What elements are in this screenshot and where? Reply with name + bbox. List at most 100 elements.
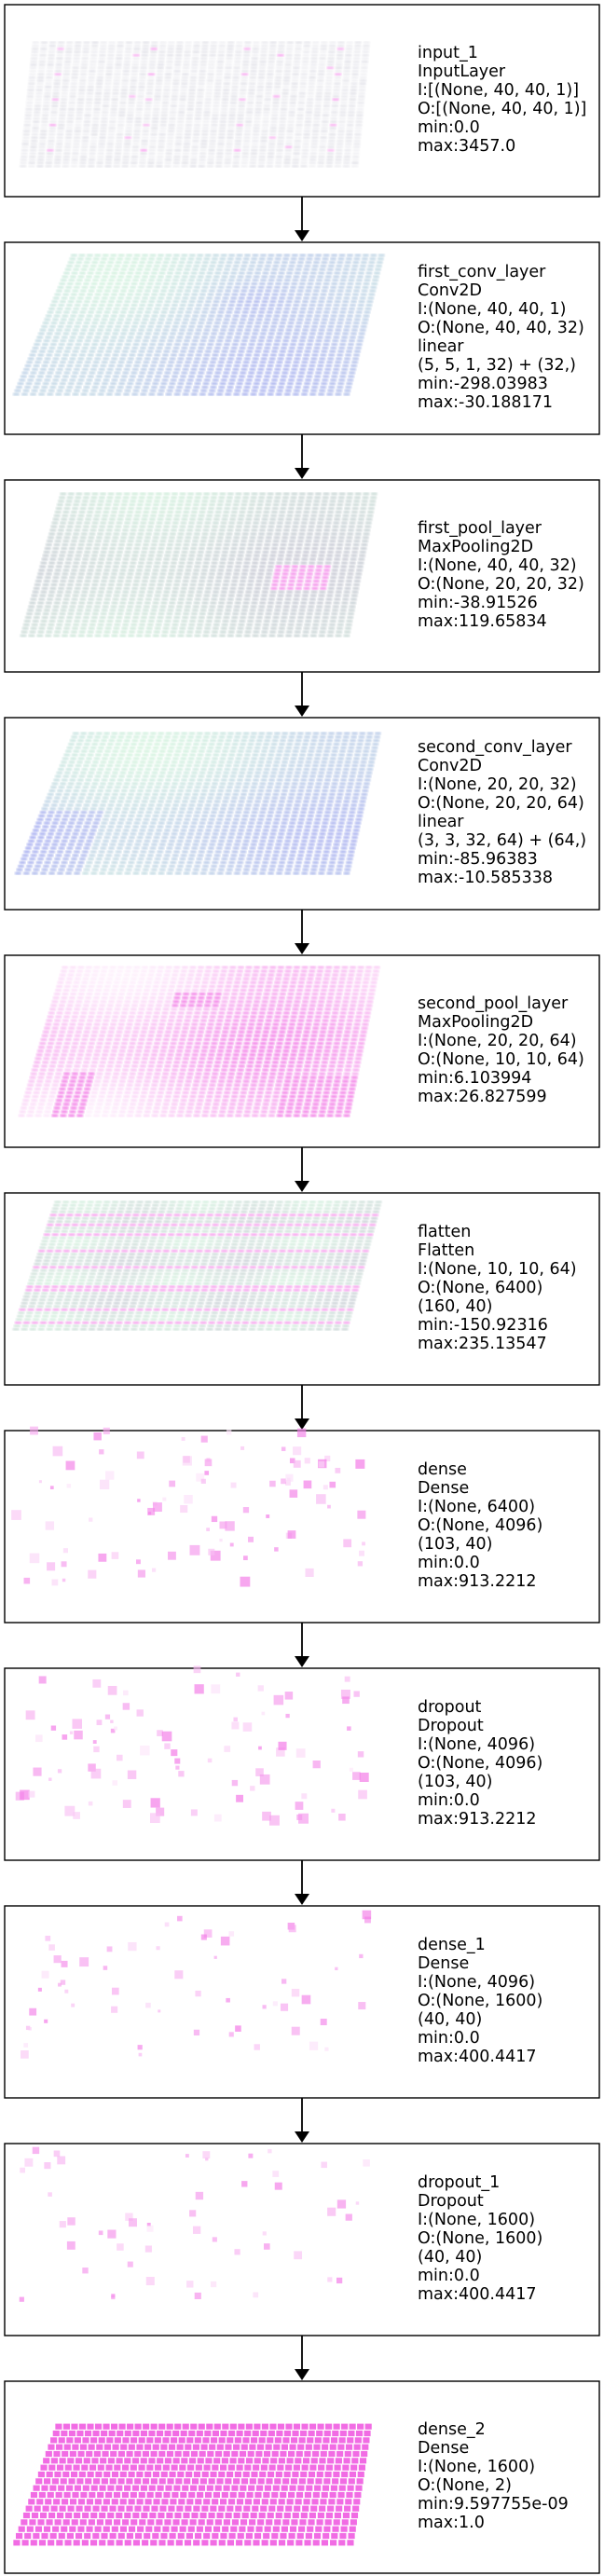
pool1-cell xyxy=(306,536,313,540)
pool1-cell xyxy=(177,601,184,605)
pool1-cell xyxy=(194,634,201,637)
input-cell xyxy=(249,161,256,165)
pool1-cell xyxy=(48,619,56,623)
pool1-cell xyxy=(52,517,60,521)
pool1-cell xyxy=(350,594,358,597)
input-cell xyxy=(328,50,336,54)
conv1-cell xyxy=(344,293,351,296)
input-cell xyxy=(302,57,309,61)
input-cell xyxy=(251,63,258,66)
input-cell xyxy=(20,158,27,161)
conv1-cell xyxy=(235,257,242,261)
input-cell xyxy=(228,114,236,117)
layer-detail: O:[(None, 40, 40, 1)] xyxy=(418,100,586,118)
input-cell xyxy=(29,69,36,73)
conv1-cell xyxy=(213,375,220,378)
conv1-cell xyxy=(218,307,226,310)
conv2-cell xyxy=(218,735,226,739)
conv1-cell xyxy=(75,282,82,285)
conv1-cell xyxy=(160,267,167,271)
input-cell xyxy=(69,91,76,95)
input-cell xyxy=(130,155,138,158)
pool1-cell xyxy=(307,532,313,536)
input-cell xyxy=(355,123,363,127)
pool1-cell xyxy=(309,521,316,525)
pool1-cell xyxy=(308,565,315,569)
pool1-cell xyxy=(239,619,246,623)
input-cell xyxy=(286,41,294,45)
input-cell xyxy=(144,111,151,114)
pool1-cell xyxy=(135,540,143,543)
pool1-cell xyxy=(325,557,333,561)
pool1-cell xyxy=(248,576,255,580)
conv1-cell xyxy=(131,367,139,371)
conv1-cell xyxy=(155,261,161,265)
input-cell xyxy=(327,145,335,149)
input-cell xyxy=(358,91,365,95)
pool1-cell xyxy=(192,540,199,543)
input-cell xyxy=(139,161,146,165)
conv1-cell xyxy=(144,336,150,339)
conv1-cell xyxy=(285,328,293,332)
pool1-cell xyxy=(201,569,208,572)
conv1-cell xyxy=(83,322,90,325)
input-cell xyxy=(133,132,141,136)
input-cell xyxy=(330,116,337,120)
input-cell xyxy=(320,50,327,54)
input-cell xyxy=(234,53,241,57)
conv1-cell xyxy=(122,371,130,375)
conv1-cell xyxy=(57,324,64,328)
conv1-cell xyxy=(323,375,329,378)
conv1-cell xyxy=(197,300,204,304)
conv1-cell xyxy=(93,296,100,300)
conv1-cell xyxy=(274,367,281,371)
pool1-cell xyxy=(62,634,68,637)
pool1-cell xyxy=(138,528,145,532)
input-cell xyxy=(212,111,219,114)
input-cell xyxy=(317,75,324,79)
conv1-cell xyxy=(331,375,337,378)
conv1-cell xyxy=(17,382,24,386)
pool1-cell xyxy=(260,557,268,561)
input-cell xyxy=(288,111,295,114)
pool1-cell xyxy=(143,510,150,514)
conv1-cell xyxy=(223,346,229,349)
conv1-cell xyxy=(117,257,123,261)
input-cell xyxy=(198,164,205,168)
input-cell xyxy=(311,139,319,143)
conv1-cell xyxy=(266,261,272,265)
conv1-cell xyxy=(149,343,157,347)
conv1-cell xyxy=(158,389,165,392)
pool1-cell xyxy=(199,580,206,583)
pool1-cell xyxy=(354,492,362,496)
conv1-cell xyxy=(106,367,114,371)
conv2-cell xyxy=(310,739,318,743)
conv1-cell xyxy=(201,361,208,364)
input-cell xyxy=(283,69,291,73)
pool1-cell xyxy=(130,528,137,532)
conv1-cell xyxy=(260,279,267,282)
pool1-cell xyxy=(221,623,228,626)
conv1-cell xyxy=(226,285,233,289)
conv1-cell xyxy=(117,318,124,322)
pool1-cell xyxy=(125,580,132,583)
pool1-cell xyxy=(234,569,240,572)
conv1-cell xyxy=(125,318,132,322)
input-cell xyxy=(152,116,159,120)
conv1-activation-grid xyxy=(13,253,385,396)
pool1-cell xyxy=(358,514,365,517)
pool1-cell xyxy=(295,582,303,586)
conv2-cell xyxy=(350,739,356,743)
input-cell xyxy=(252,139,259,143)
conv1-cell xyxy=(91,385,99,389)
pool1-cell xyxy=(199,616,205,620)
pool1-cell xyxy=(104,626,112,630)
pool1-cell xyxy=(192,503,199,507)
input-cell xyxy=(169,114,176,117)
input-cell xyxy=(334,82,341,86)
pool1-cell xyxy=(176,503,184,507)
input-cell xyxy=(274,85,281,89)
pool1-cell xyxy=(335,594,341,597)
pool1-cell xyxy=(231,580,239,583)
pool1-cell xyxy=(177,565,185,569)
